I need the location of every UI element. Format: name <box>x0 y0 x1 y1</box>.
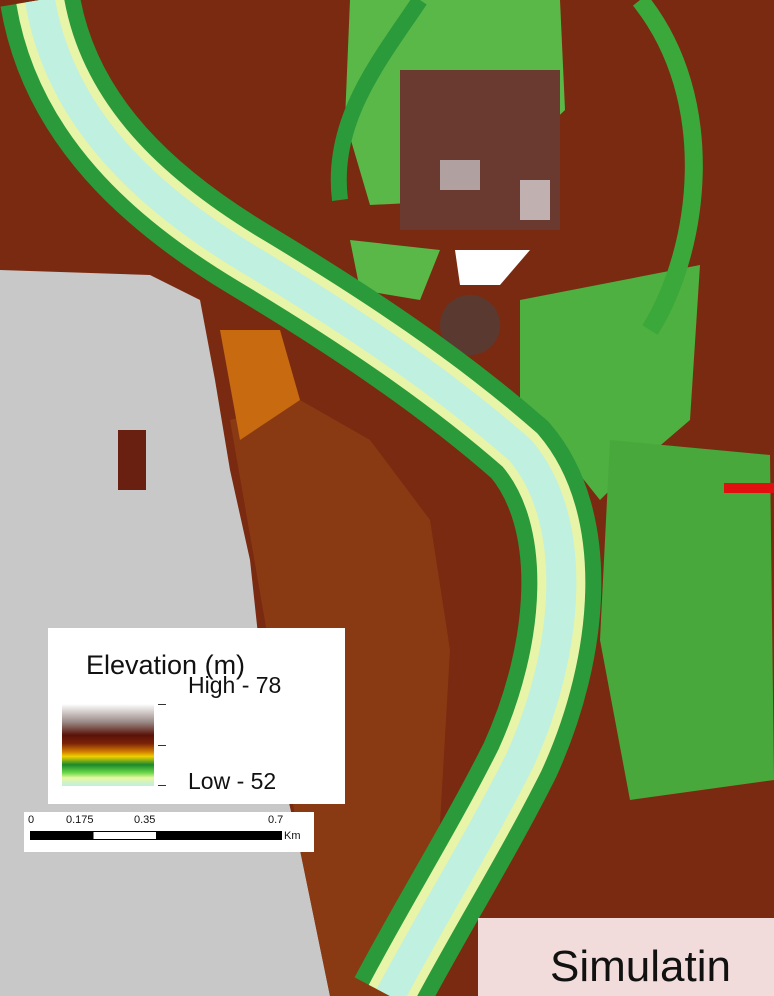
building <box>520 180 550 220</box>
scale-label: 0.7 <box>268 814 283 826</box>
scale-label: 0.175 <box>66 814 94 826</box>
green-field <box>600 440 774 800</box>
legend-tick <box>158 704 166 705</box>
legend-low: Low - 52 <box>188 768 276 795</box>
legend-ramp <box>62 704 154 786</box>
legend: Elevation (m) High - 78 Low - 52 <box>48 628 345 804</box>
pond <box>118 430 146 490</box>
scale-unit: Km <box>284 830 301 842</box>
red-marker <box>724 483 774 493</box>
scale-graphic <box>30 831 282 840</box>
caption-box: Simulatin <box>478 918 774 996</box>
legend-high: High - 78 <box>188 672 281 699</box>
scale-bar: 0 0.175 0.35 0.7 Km <box>24 812 314 852</box>
scale-label: 0 <box>28 814 34 826</box>
legend-tick <box>158 785 166 786</box>
caption-text: Simulatin <box>550 942 731 992</box>
map-screenshot: Elevation (m) High - 78 Low - 52 0 0.175… <box>0 0 774 996</box>
scale-label: 0.35 <box>134 814 155 826</box>
legend-tick <box>158 745 166 746</box>
building <box>440 160 480 190</box>
